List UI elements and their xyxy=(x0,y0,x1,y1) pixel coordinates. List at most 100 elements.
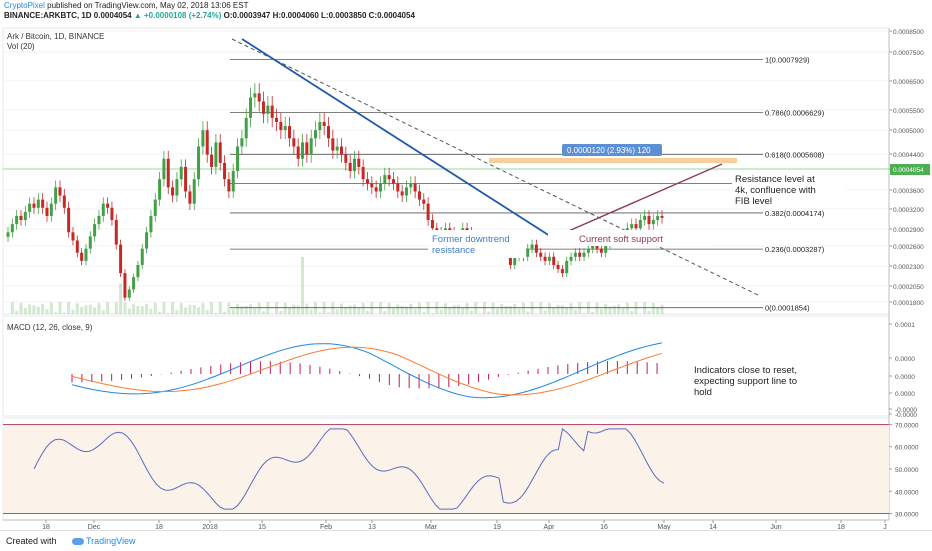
candle-body xyxy=(11,224,14,232)
volume-bar xyxy=(223,312,226,314)
candle-body xyxy=(353,159,356,171)
volume-bar xyxy=(353,305,356,314)
y-tick-label: 0.0001800 xyxy=(893,300,924,307)
rsi-tick-label: 40.0000 xyxy=(895,489,919,496)
volume-bar xyxy=(336,309,339,314)
candle-body xyxy=(357,159,360,167)
candle-body xyxy=(201,130,204,146)
candle-body xyxy=(310,138,313,154)
candle-body xyxy=(284,126,287,130)
volume-bar xyxy=(552,308,555,314)
volume-bar xyxy=(227,303,230,314)
fib-level-label: 0.236(0.0003287) xyxy=(765,245,825,254)
volume-bar xyxy=(513,304,516,314)
candle-body xyxy=(115,220,118,245)
volume-bar xyxy=(622,308,625,314)
candle-body xyxy=(552,257,555,265)
macd-tick-label: -0.0000 xyxy=(895,412,917,419)
y-tick-label: 0.0004400 xyxy=(893,152,924,159)
volume-bar xyxy=(102,310,105,314)
volume-bar xyxy=(145,304,148,314)
volume-bar xyxy=(292,305,295,314)
candle-body xyxy=(253,93,256,97)
candle-body xyxy=(275,118,278,122)
volume-bar xyxy=(149,309,152,314)
volume-bar xyxy=(340,304,343,314)
candle-body xyxy=(288,126,291,138)
candle-body xyxy=(93,224,96,236)
y-tick-label: 0.0006500 xyxy=(893,79,924,86)
candle-body xyxy=(565,261,568,273)
volume-bar xyxy=(63,313,66,314)
candle-body xyxy=(630,224,633,228)
candle-body xyxy=(427,204,430,220)
candle-body xyxy=(258,93,261,101)
volume-bar xyxy=(214,313,217,314)
volume-bar xyxy=(591,312,594,314)
candle-body xyxy=(548,257,551,261)
chart-area[interactable]: Ark / Bitcoin, 1D, BINANCE Vol (20) MACD… xyxy=(0,24,932,535)
volume-bar xyxy=(11,302,14,314)
volume-bar xyxy=(409,304,412,314)
candle-body xyxy=(54,187,57,203)
candle-body xyxy=(154,200,157,216)
y-tick-label: 0.0005500 xyxy=(893,108,924,115)
candle-body xyxy=(67,208,70,233)
volume-bar xyxy=(24,308,27,314)
candle-body xyxy=(158,179,161,199)
macd-tick-label: 0.0000 xyxy=(895,356,915,363)
volume-bar xyxy=(574,310,577,314)
candle-body xyxy=(418,191,421,199)
volume-bar xyxy=(206,310,209,314)
candle-body xyxy=(370,183,373,187)
candle-body xyxy=(314,130,317,138)
volume-bar xyxy=(392,308,395,314)
tradingview-logo[interactable]: TradingView xyxy=(72,536,136,546)
candle-body xyxy=(223,163,226,179)
fib-level-label: 0(0.0001854) xyxy=(765,304,810,313)
chart-svg[interactable]: Ark / Bitcoin, 1D, BINANCE Vol (20) MACD… xyxy=(0,24,932,530)
volume-bar xyxy=(305,304,308,314)
candle-body xyxy=(327,126,330,138)
volume-bar xyxy=(245,306,248,314)
candle-body xyxy=(37,200,40,208)
macd-title: MACD (12, 26, close, 9) xyxy=(7,323,93,332)
candle-body xyxy=(396,183,399,191)
volume-bar xyxy=(461,308,464,314)
candle-body xyxy=(305,142,308,154)
volume-bar xyxy=(505,306,508,314)
author-link[interactable]: CryptoPixel xyxy=(4,1,45,10)
candle-body xyxy=(141,249,144,265)
ohlc-line: BINANCE:ARKBTC, 1D 0.0004054 ▲ +0.000010… xyxy=(4,11,415,21)
volume-bar xyxy=(193,305,196,314)
candle-body xyxy=(76,240,79,252)
candle-body xyxy=(557,265,560,269)
volume-bar xyxy=(19,303,22,314)
candle-body xyxy=(89,236,92,248)
volume-bar xyxy=(470,310,473,314)
candle-body xyxy=(188,191,191,203)
volume-bar xyxy=(617,304,620,314)
volume-bar xyxy=(301,257,304,314)
fib-level-label: 0.382(0.0004174) xyxy=(765,209,825,218)
candle-body xyxy=(180,167,183,179)
y-tick-label: 0.0003200 xyxy=(893,207,924,214)
volume-bar xyxy=(37,307,40,314)
candle-body xyxy=(266,106,269,114)
candle-body xyxy=(661,216,664,218)
volume-bar xyxy=(80,307,83,314)
volume-bar xyxy=(479,313,482,314)
candle-body xyxy=(236,146,239,171)
volume-bar xyxy=(522,303,525,314)
candle-body xyxy=(149,216,152,232)
candle-body xyxy=(219,142,222,162)
volume-bar xyxy=(518,309,521,314)
candle-body xyxy=(401,191,404,195)
candle-body xyxy=(344,155,347,163)
volume-bar xyxy=(232,309,235,314)
volume-bar xyxy=(45,309,48,314)
candle-body xyxy=(587,249,590,253)
volume-bar xyxy=(32,306,35,314)
tradingview-label: TradingView xyxy=(86,536,136,546)
